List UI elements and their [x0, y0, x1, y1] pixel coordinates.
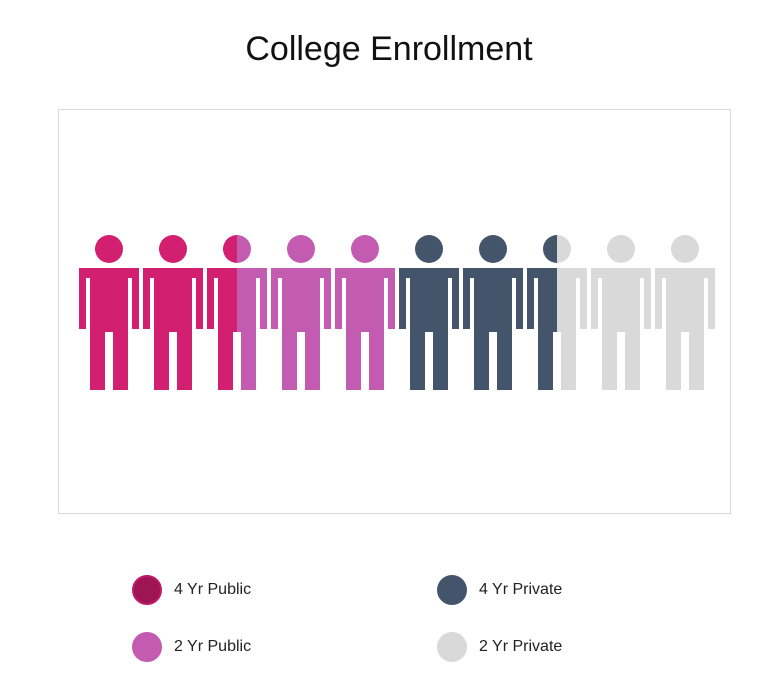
- person-icon: [207, 235, 267, 390]
- person-icon: [527, 235, 587, 390]
- legend-label-4yr-public: 4 Yr Public: [174, 581, 252, 598]
- person-fill-segment: [207, 235, 237, 390]
- legend-swatch-2yr-private: [437, 632, 467, 662]
- person-fill-segment: [143, 235, 203, 390]
- person-fill-segment: [335, 235, 395, 390]
- plot-area: [58, 109, 731, 514]
- chart-title: College Enrollment: [245, 30, 533, 68]
- person-icon: [655, 235, 715, 390]
- legend-label-4yr-private: 4 Yr Private: [479, 581, 563, 598]
- legend-label-2yr-private: 2 Yr Private: [479, 638, 563, 655]
- person-fill-segment: [237, 235, 267, 390]
- legend-item-4yr-private: 4 Yr Private: [437, 573, 562, 607]
- person-fill-segment: [463, 235, 523, 390]
- legend-item-4yr-public: 4 Yr Public: [132, 573, 251, 607]
- person-fill-segment: [591, 235, 651, 390]
- person-icon: [335, 235, 395, 390]
- pictogram: [79, 235, 715, 390]
- person-fill-segment: [399, 235, 459, 390]
- person-icon: [399, 235, 459, 390]
- person-icon: [143, 235, 203, 390]
- legend-item-2yr-public: 2 Yr Public: [132, 630, 251, 664]
- person-fill-segment: [655, 235, 715, 390]
- person-icon: [463, 235, 523, 390]
- person-icon: [79, 235, 139, 390]
- legend-swatch-4yr-public: [132, 575, 162, 605]
- legend-swatch-2yr-public: [132, 632, 162, 662]
- person-fill-segment: [557, 235, 587, 390]
- person-icon: [591, 235, 651, 390]
- person-fill-segment: [271, 235, 331, 390]
- legend-label-2yr-public: 2 Yr Public: [174, 638, 252, 655]
- person-fill-segment: [79, 235, 139, 390]
- person-icon: [271, 235, 331, 390]
- legend-item-2yr-private: 2 Yr Private: [437, 630, 562, 664]
- person-fill-segment: [527, 235, 557, 390]
- legend-swatch-4yr-private: [437, 575, 467, 605]
